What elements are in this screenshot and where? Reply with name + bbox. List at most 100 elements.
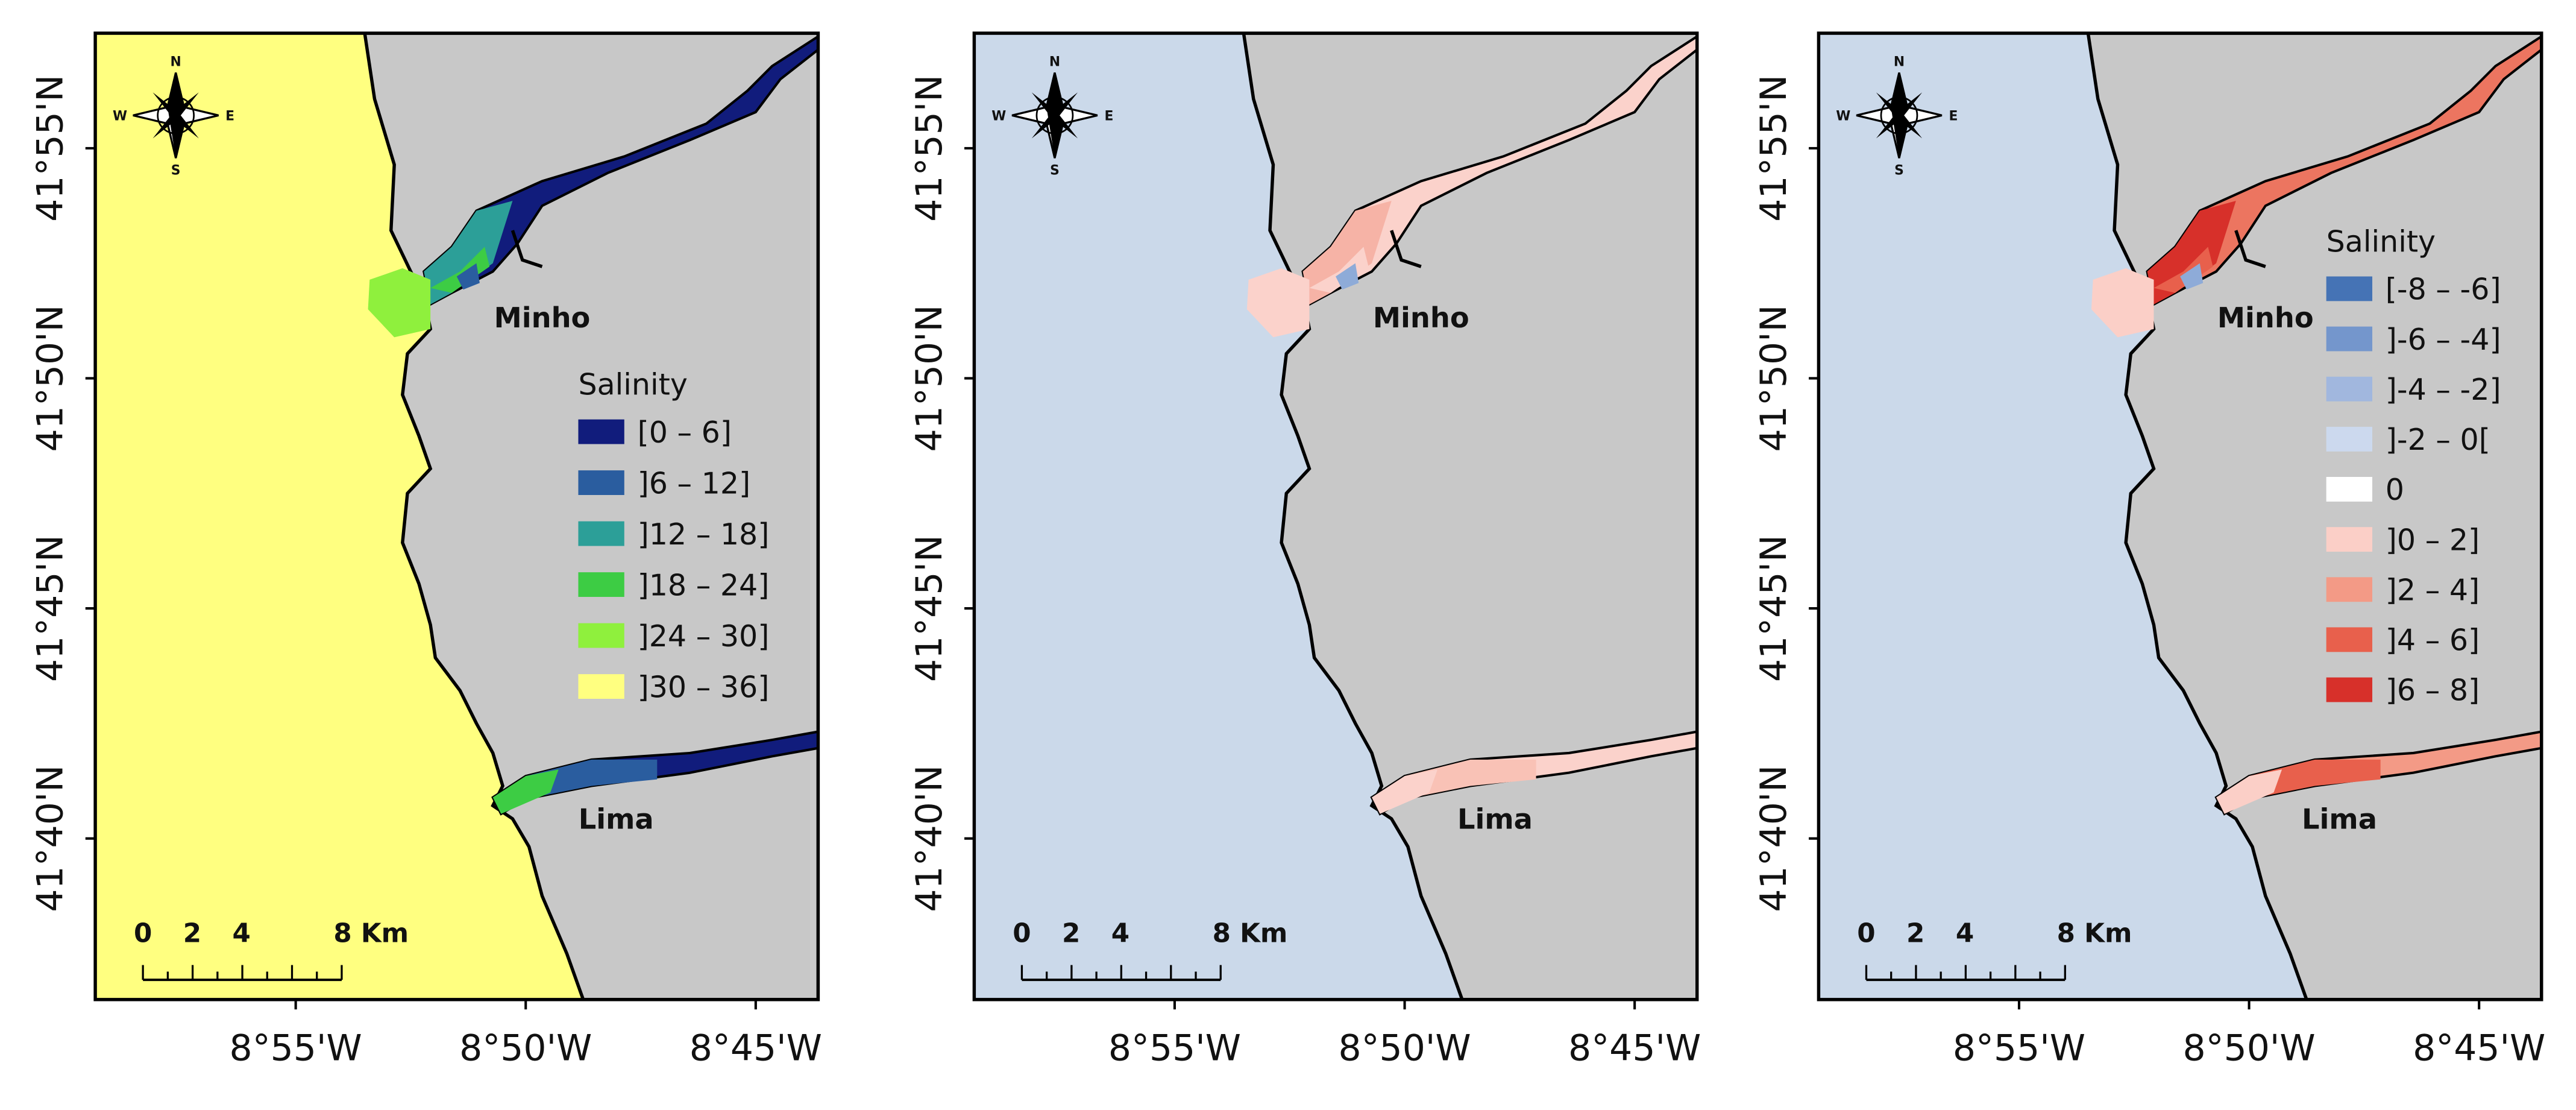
compass-ring [157, 96, 195, 134]
minho-detail [2180, 263, 2204, 290]
legend-label: 0 [2386, 472, 2404, 507]
latitude-label: 41°40'N [1753, 765, 1795, 912]
legend-label: ]-6 – -4] [2386, 322, 2501, 357]
compass-letter: E [1104, 109, 1113, 124]
scale-label: 4 [233, 918, 251, 948]
legend-label: [0 – 6] [638, 415, 732, 450]
legend-label: ]4 – 6] [2386, 623, 2480, 658]
longitude-label: 8°50'W [459, 1027, 592, 1070]
latitude-label: 41°50'N [908, 305, 950, 452]
compass-letter: W [991, 109, 1006, 124]
legend-swatch [2326, 326, 2373, 352]
legend-title: Salinity [2326, 224, 2436, 259]
minho-plume [1246, 268, 1310, 338]
map-panel: 41°55'N 41°50'N 41°45'N 41°40'N 8°55'W 8°50'W… [1753, 31, 2545, 1070]
legend-label: ]18 – 24] [638, 567, 770, 602]
legend-label: ]0 – 2] [2386, 522, 2480, 557]
legend-label: ]2 – 4] [2386, 572, 2480, 607]
compass-letter: N [1049, 55, 1060, 70]
map-frame [1817, 31, 2543, 1001]
compass-letter: E [1949, 109, 1958, 124]
legend-swatch [2326, 477, 2373, 502]
longitude-label: 8°45'W [1568, 1027, 1701, 1070]
place-name: Lima [2302, 803, 2377, 835]
scale-label: 0 [1013, 918, 1031, 948]
legend-label: ]24 – 30] [638, 619, 770, 654]
minho-detail [1336, 263, 1359, 290]
scale-label: 4 [1111, 918, 1129, 948]
legend-swatch [578, 521, 624, 546]
latitude-label: 41°40'N [908, 765, 950, 912]
latitude-label: 41°45'N [30, 535, 72, 682]
legend-swatch [578, 674, 624, 699]
compass-ring [1880, 96, 1918, 134]
place-name: Lima [1457, 803, 1533, 835]
scale-label: 8 Km [333, 918, 409, 948]
legend-swatch [2326, 426, 2373, 452]
minho-mouth-inner [2153, 247, 2213, 293]
longitude-label: 8°45'W [2413, 1027, 2545, 1070]
scale-label: 8 Km [1213, 918, 1288, 948]
coqueiro-channel [2234, 230, 2266, 268]
compass: N S W E [113, 55, 234, 178]
map-area [1818, 33, 2542, 1000]
scale-label: 0 [134, 918, 152, 948]
latitude-label: 41°50'N [1753, 305, 1795, 452]
compass-letter: N [171, 55, 181, 70]
place-name: Minho [2217, 301, 2314, 334]
legend-swatch [578, 572, 624, 598]
compass-letter: W [1836, 109, 1850, 124]
legend-title: Salinity [578, 367, 687, 402]
minho-mouth [1302, 201, 1392, 304]
legend-swatch [2326, 677, 2373, 702]
latitude-label: 41°55'N [1753, 75, 1795, 222]
latitude-label: 41°45'N [908, 535, 950, 682]
legend-swatch [2326, 577, 2373, 602]
legend-label: ]6 – 8] [2386, 673, 2480, 708]
longitude-label: 8°45'W [690, 1027, 822, 1070]
longitude-label: 8°50'W [2182, 1027, 2315, 1070]
compass: N S W E [991, 55, 1113, 178]
latitude-label: 41°45'N [1753, 535, 1795, 682]
longitude-label: 8°50'W [1338, 1027, 1471, 1070]
minho-plume [368, 268, 431, 338]
scale-label: 8 Km [2057, 918, 2132, 948]
longitude-label: 8°55'W [1108, 1027, 1241, 1070]
compass-letter: S [1050, 163, 1060, 178]
legend-swatch [578, 419, 624, 444]
scale-label: 2 [183, 918, 201, 948]
minho-mouth-inner [430, 247, 490, 293]
minho-mouth [2147, 201, 2236, 304]
compass-star-diag [1876, 92, 1923, 139]
latitude-label: 41°50'N [30, 305, 72, 452]
compass-ring [1035, 96, 1074, 134]
compass-needle [1891, 72, 1908, 159]
compass-letter: S [171, 163, 181, 178]
compass-letter: S [1894, 163, 1904, 178]
longitude-label: 8°55'W [230, 1027, 362, 1070]
place-name: Minho [494, 301, 591, 334]
compass-needle [1046, 72, 1063, 159]
legend-label: ]12 – 18] [638, 517, 770, 552]
lima-mouth [1372, 769, 1438, 814]
scale-label: 2 [1906, 918, 1924, 948]
map-frame [972, 31, 1699, 1001]
minho-plume [2091, 268, 2154, 338]
scale-label: 2 [1062, 918, 1080, 948]
minho-mouth [424, 201, 513, 304]
scale-label: 0 [1857, 918, 1875, 948]
legend-swatch [2326, 527, 2373, 552]
map-area [95, 33, 818, 1000]
minho-mouth-inner [1309, 247, 1369, 293]
legend-swatch [2326, 627, 2373, 652]
place-name: Minho [1373, 301, 1469, 334]
lima-mouth [2216, 769, 2282, 814]
coqueiro-channel [1390, 230, 1422, 268]
latitude-label: 41°55'N [908, 75, 950, 222]
scale-label: 4 [1956, 918, 1974, 948]
compass: N S W E [1836, 55, 1958, 178]
coqueiro-channel [510, 230, 543, 268]
map-panel: 41°55'N 41°50'N 41°45'N 41°40'N 8°55'W 8°50'W… [30, 31, 822, 1070]
legend-label: ]-2 – 0[ [2386, 422, 2490, 457]
